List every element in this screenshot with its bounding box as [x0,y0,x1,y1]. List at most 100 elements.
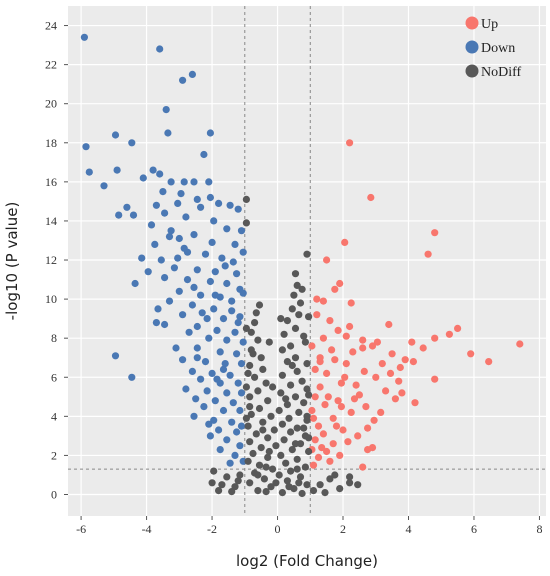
point-down [175,234,183,243]
point-down [123,203,131,211]
point-down [228,307,236,315]
point-nodiff [316,481,324,489]
point-down [229,399,237,407]
point-up [349,348,357,356]
point-up [308,342,316,350]
point-down [139,174,147,182]
point-down [188,367,196,375]
point-up [308,406,316,415]
point-nodiff [244,369,252,377]
point-nodiff [305,434,313,442]
point-nodiff [208,479,216,487]
point-nodiff [296,473,305,481]
point-nodiff [246,438,254,446]
point-up [341,238,349,246]
point-down [208,369,216,377]
point-down [179,76,187,84]
point-down [233,350,241,358]
point-up [314,453,323,461]
point-nodiff [247,346,255,354]
point-nodiff [331,471,339,479]
point-up [342,360,350,368]
point-down [229,258,237,266]
point-nodiff [269,383,277,391]
point-down [213,375,221,383]
point-up [323,256,331,264]
point-up [359,336,367,344]
point-up [332,422,341,430]
point-nodiff [218,481,226,489]
point-down [111,352,120,360]
x-axis-title: log2 (Fold Change) [236,552,378,570]
point-nodiff [296,299,305,307]
point-nodiff [262,463,270,471]
point-nodiff [244,457,252,465]
point-up [341,373,349,381]
point-nodiff [291,393,300,401]
point-nodiff [291,270,300,278]
point-nodiff [293,424,301,432]
point-up [382,387,390,395]
point-down [128,373,136,381]
point-nodiff [242,383,250,391]
point-down [231,451,239,459]
point-down [219,315,228,323]
point-nodiff [354,481,362,489]
point-up [386,369,395,377]
point-up [334,397,342,405]
point-up [431,375,439,383]
point-down [190,283,198,291]
point-down [161,209,169,217]
legend-marker-nodiff [465,64,479,78]
point-down [200,403,208,411]
point-down [237,422,246,430]
point-down [192,395,200,403]
point-down [218,254,226,262]
point-down [161,320,169,329]
point-nodiff [283,358,291,366]
point-down [228,297,236,305]
point-up [347,408,355,416]
point-down [206,277,214,286]
point-down [223,279,231,288]
point-nodiff [272,479,280,487]
y-tick-label: 6 [51,370,57,384]
point-down [228,418,236,426]
point-nodiff [251,319,259,327]
point-down [151,240,159,248]
y-tick-label: 10 [45,292,57,306]
point-nodiff [280,330,288,338]
point-down [239,289,247,297]
point-up [313,311,321,319]
point-nodiff [270,426,278,434]
point-down [216,348,224,356]
point-up [367,193,375,202]
point-down [205,178,213,186]
point-nodiff [288,305,296,313]
point-down [193,322,201,331]
point-up [334,326,342,334]
point-down [236,442,244,450]
point-nodiff [287,428,295,436]
point-down [197,203,205,211]
point-down [138,254,146,262]
point-down [210,217,218,225]
point-up [370,416,378,424]
point-up [372,373,380,381]
point-down [193,344,201,352]
point-down [226,459,234,467]
point-down [206,129,214,137]
point-up [346,139,354,147]
point-nodiff [298,377,306,385]
plot-panel [68,6,546,516]
point-down [239,338,247,346]
point-nodiff [247,410,255,418]
point-up [309,461,318,469]
point-nodiff [242,414,250,422]
point-nodiff [254,387,262,395]
point-nodiff [252,309,260,317]
point-nodiff [287,342,295,350]
point-up [431,229,439,237]
point-nodiff [346,479,354,487]
legend-marker-up [465,16,479,30]
